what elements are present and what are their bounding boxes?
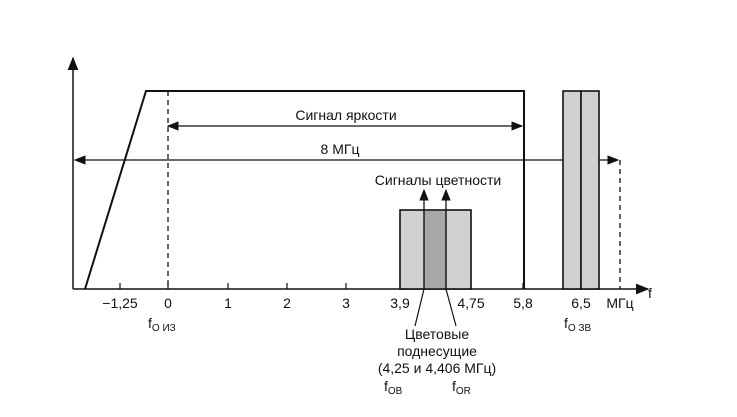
- f-sound-label: fO ЗВ: [564, 315, 591, 334]
- tick-label: 4,75: [457, 295, 484, 311]
- f-or-main: f: [452, 378, 456, 394]
- tick-label: 5,8: [513, 295, 533, 311]
- x-tick-labels: −1,25 0 1 2 3 3,9 4,75 5,8 6,5 МГц: [102, 295, 633, 311]
- f-sound-main: f: [564, 315, 568, 331]
- chroma-overlap-shading: [424, 211, 446, 288]
- subcarriers-caption-line2: поднесущие: [397, 343, 477, 359]
- subcarrier-pointer-ob: [414, 288, 425, 327]
- f-ob-subscript: OB: [388, 386, 403, 397]
- subcarriers-caption-line1: Цветовые: [405, 326, 469, 342]
- f-or-label: fOR: [452, 378, 471, 397]
- f-sound-subscript: O ЗВ: [568, 323, 592, 334]
- sound-band-right: [580, 90, 600, 290]
- f-or-subscript: OR: [456, 386, 471, 397]
- subcarrier-pointer-or: [445, 288, 457, 327]
- f-vision-label: fO ИЗ: [148, 315, 176, 334]
- tick-label: 6,5: [571, 295, 591, 311]
- f-ob-main: f: [384, 378, 388, 394]
- tick-label: 3: [342, 295, 350, 311]
- tick-label: 1: [224, 295, 232, 311]
- luma-spectrum-outline: [84, 90, 525, 290]
- unit-label: МГц: [606, 295, 633, 311]
- f-ob-label: fOB: [384, 378, 403, 397]
- bandwidth-label: 8 МГц: [321, 141, 360, 157]
- sound-band-left: [562, 90, 582, 290]
- x-ticks: [119, 283, 582, 289]
- f-axis-label: f: [648, 285, 652, 301]
- f-vision-subscript: O ИЗ: [152, 323, 176, 334]
- tick-label: 0: [164, 295, 172, 311]
- tick-label: 2: [283, 295, 291, 311]
- tick-label: 3,9: [390, 295, 410, 311]
- chroma-label: Сигналы цветности: [375, 172, 501, 188]
- subcarriers-caption-line3: (4,25 и 4,406 МГц): [378, 360, 496, 376]
- f-vision-main: f: [148, 315, 152, 331]
- luma-label: Сигнал яркости: [295, 107, 396, 123]
- tick-label: −1,25: [102, 295, 138, 311]
